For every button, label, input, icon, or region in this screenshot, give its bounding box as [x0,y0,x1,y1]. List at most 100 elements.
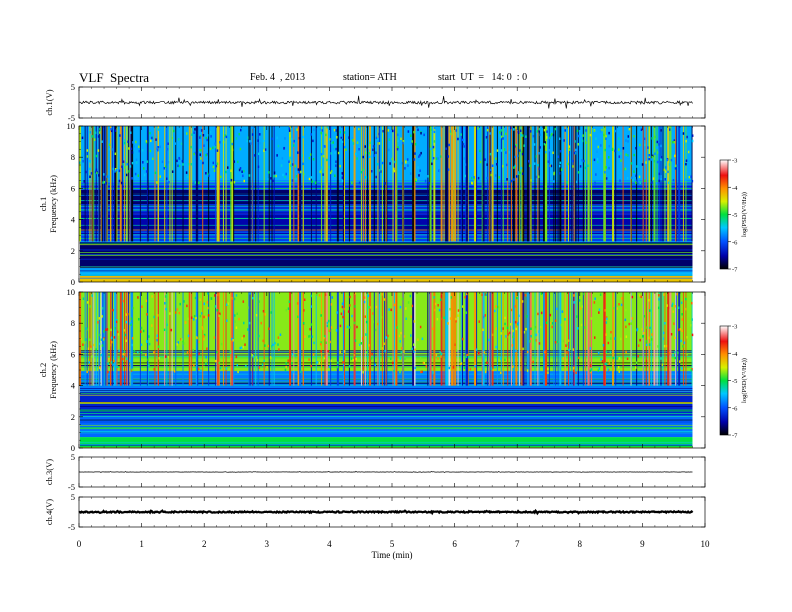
spectrogram-speckle [158,357,160,360]
spectrogram-streak [515,292,518,386]
spectrogram-speckle [679,360,681,363]
series-line [78,508,694,516]
spectrogram-streak [230,292,232,386]
spectrogram-speckle [87,328,90,332]
spectrogram-speckle [354,305,356,308]
spectrogram-speckle [230,358,232,361]
spectrogram-speckle [330,141,333,145]
spectrogram-line [80,277,693,279]
spectrogram-speckle [184,352,186,355]
spectrogram-speckle [432,327,434,330]
spectrogram-speckle [213,336,216,339]
spectrogram-streak [336,292,339,386]
spectrogram-speckle [191,133,193,136]
spectrogram-speckle [459,344,462,348]
spectrogram-speckle [276,136,278,140]
spectrogram-speckle [547,371,549,374]
spectrogram-streak [182,292,184,386]
spectrogram-speckle [690,324,692,327]
spectrogram-speckle [146,313,148,316]
spectrogram-streak [119,126,122,242]
spectrogram-speckle [393,369,395,373]
spectrogram-speckle [131,161,134,165]
spectrogram-streak [95,292,97,386]
spectrogram-speckle [89,345,92,349]
spectrogram-streak [249,292,251,386]
spectrogram-speckle [363,296,366,299]
spectrogram-speckle [262,309,265,313]
spectrogram-speckle [199,134,202,138]
spectrogram-streak [113,292,115,386]
spectrogram-speckle [593,301,596,304]
spectrogram-speckle [691,301,693,305]
spectrogram-speckle [567,162,569,166]
spectrogram-speckle [86,149,89,152]
spectrogram-line [80,270,693,272]
spectrogram-speckle [262,339,264,343]
spectrogram-streak [467,292,469,386]
spectrogram-speckle [364,176,367,179]
spectrogram-speckle [110,343,112,347]
spectrogram-streak [448,292,451,386]
spectrogram-speckle [125,339,127,343]
spectrogram-speckle [151,295,153,298]
spectrogram-speckle [513,166,515,169]
spectrogram-speckle [91,135,94,138]
spectrogram-speckle [576,129,579,133]
spectrogram-speckle [326,368,328,372]
spectrogram-speckle [649,326,651,330]
spectrogram-speckle [97,321,99,324]
spectrogram-streak [164,126,166,242]
spectrogram-streak [669,126,672,242]
spectrogram-streak [373,126,375,242]
spectrogram-speckle [155,126,157,130]
spectrogram-speckle [372,320,374,323]
spectrogram-speckle [193,152,195,156]
spectrogram-speckle [614,129,617,133]
spectrogram-speckle [389,162,391,165]
spectrogram-speckle [686,352,688,356]
spectrogram-streak [106,292,108,386]
spectrogram-band [80,391,693,417]
spectrogram-speckle [609,350,612,354]
spectrogram-speckle [583,159,585,163]
spectrogram-streak [584,292,586,386]
spectrogram-speckle [439,155,442,158]
spectrogram-speckle [579,307,582,310]
spectrogram-speckle [417,338,419,341]
spectrogram-speckle [118,349,120,353]
spectrogram-streak [515,126,518,242]
spectrogram-speckle [645,340,648,343]
spectrogram-speckle [568,148,571,151]
spectrogram-streak [568,126,570,242]
spectrogram-speckle [302,162,304,166]
spectrogram-speckle [648,309,651,312]
spectrogram-speckle [403,350,405,353]
colorbar-tick-label: -3 [732,324,737,331]
spectrogram-speckle [512,335,514,339]
spectrogram-line [80,258,693,260]
spectrogram-speckle [523,144,525,147]
spectrogram-speckle [288,158,291,162]
spectrogram-speckle [177,164,179,168]
spectrogram-speckle [411,304,414,308]
spectrogram-line [80,268,693,270]
spectrogram-streak [412,292,415,386]
spectrogram-speckle [334,174,336,178]
spectrogram-speckle [432,145,435,149]
spectrogram-speckle [414,366,417,370]
spectrogram-speckle [352,358,354,362]
spectrogram-speckle [316,293,318,296]
spectrogram-speckle [148,364,150,367]
spectrogram-speckle [399,357,402,360]
spectrogram-speckle [484,293,487,296]
spectrogram-streak [537,292,539,386]
spectrogram-band [80,267,693,276]
spectrogram-line [80,441,693,443]
spectrogram-speckle [242,345,245,349]
spectrogram-speckle [671,304,673,308]
spectrogram-speckle [523,330,526,334]
spectrogram-speckle [512,318,515,322]
spectrogram-speckle [258,300,260,303]
spectrogram-speckle [611,147,614,151]
